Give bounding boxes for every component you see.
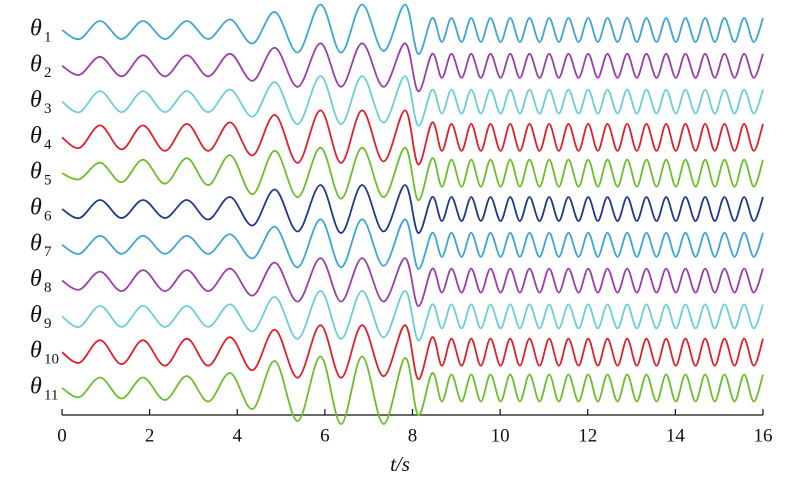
series-label-subscript: 5	[44, 173, 52, 189]
trace	[61, 257, 764, 308]
x-tick-label: 8	[408, 425, 418, 446]
trace	[61, 324, 764, 381]
series-label: θ	[30, 159, 42, 185]
x-tick-label: 16	[754, 425, 773, 446]
trace	[61, 355, 764, 425]
series-label-subscript: 7	[44, 244, 52, 260]
trace	[61, 218, 764, 270]
series-label-subscript: 10	[44, 352, 59, 368]
series-label: θ	[30, 338, 42, 364]
series-label-subscript: 1	[44, 29, 52, 45]
series-label: θ	[30, 195, 42, 221]
series-label-subscript: 9	[44, 316, 52, 332]
x-axis-label: t/s	[390, 452, 410, 476]
series-label: θ	[30, 51, 42, 77]
x-tick-label: 4	[233, 425, 243, 446]
series-label-subscript: 6	[44, 208, 52, 224]
trace	[61, 109, 764, 166]
series-label-subscript: 11	[44, 387, 58, 403]
x-tick-label: 6	[320, 425, 330, 446]
series-label-subscript: 3	[44, 101, 52, 117]
series-label: θ	[30, 302, 42, 328]
series-label-subscript: 4	[44, 137, 52, 153]
series-label: θ	[30, 87, 42, 113]
series-label: θ	[30, 16, 42, 42]
series-label: θ	[30, 374, 42, 400]
trace	[61, 289, 764, 342]
trace	[61, 184, 764, 234]
x-tick-label: 14	[666, 425, 686, 446]
series-label: θ	[30, 266, 42, 292]
x-tick-label: 12	[578, 425, 597, 446]
x-tick-label: 2	[145, 425, 155, 446]
trace	[61, 42, 764, 93]
trace	[61, 146, 764, 202]
trace	[61, 3, 764, 55]
series-label: θ	[30, 230, 42, 256]
trace	[61, 75, 764, 127]
x-tick-label: 0	[57, 425, 67, 446]
series-label: θ	[30, 123, 42, 149]
x-tick-label: 10	[491, 425, 510, 446]
series-label-subscript: 8	[44, 280, 52, 296]
series-label-subscript: 2	[44, 65, 52, 81]
